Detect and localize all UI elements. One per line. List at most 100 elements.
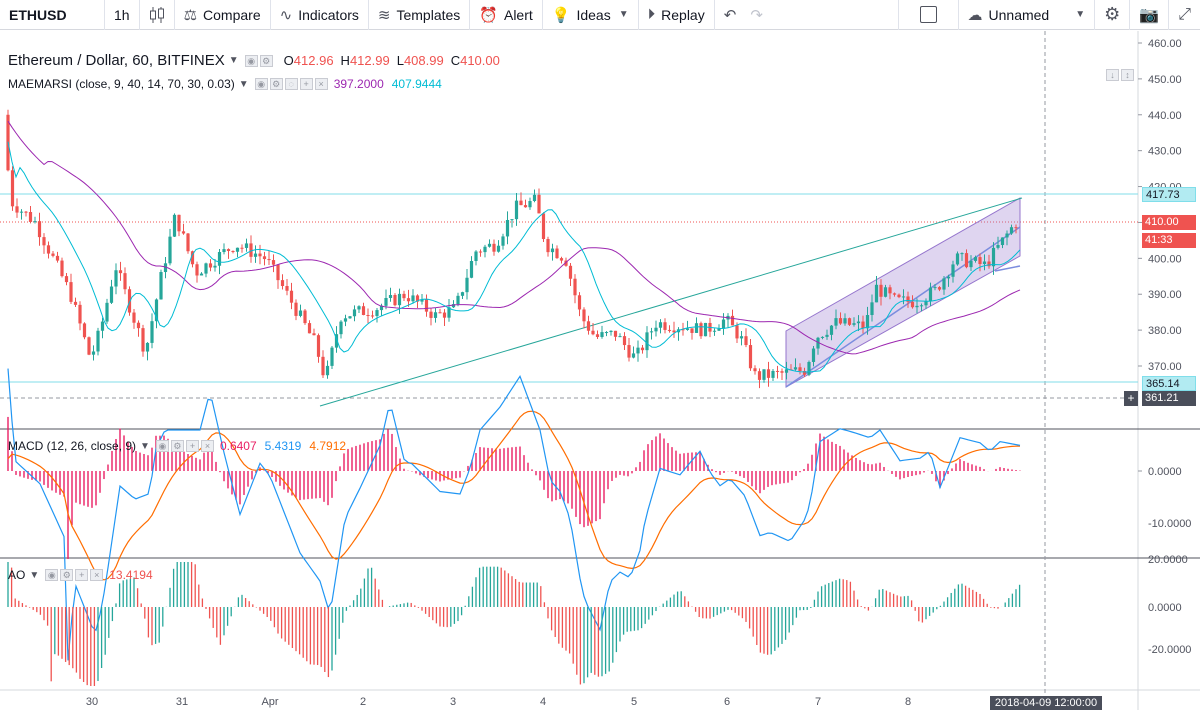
templates-label: Templates xyxy=(396,6,461,23)
maximize-button[interactable]: ⤢ xyxy=(1169,0,1200,30)
undo-button[interactable]: ↶ ↷ xyxy=(715,0,778,30)
candle-body xyxy=(172,214,177,237)
separator xyxy=(367,0,369,30)
eye-icon[interactable]: ◉ xyxy=(254,78,268,90)
candle-body xyxy=(730,315,735,326)
gear-icon[interactable]: ⚙ xyxy=(170,440,184,452)
candle-body xyxy=(456,295,460,305)
chart-type-button[interactable] xyxy=(140,0,174,30)
toolbar-right: ☁ Unnamed ▼ ⚙ 📷 ⤢ xyxy=(897,0,1200,30)
indicators-button[interactable]: ∿ Indicators xyxy=(271,0,368,30)
pane-controls: ↓ ↕ xyxy=(1106,69,1134,81)
candle-body xyxy=(240,247,244,249)
candle-body xyxy=(388,294,393,298)
fullscreen-toggle[interactable] xyxy=(899,0,958,30)
layout-menu[interactable]: ☁ Unnamed ▼ xyxy=(959,0,1095,30)
indicators-label: Indicators xyxy=(298,6,359,23)
layout-name: Unnamed xyxy=(988,6,1050,23)
arrow-up-icon[interactable]: ↕ xyxy=(1121,69,1134,81)
candle-body xyxy=(438,312,442,314)
candle-body xyxy=(600,332,604,337)
candle-body xyxy=(717,328,721,331)
candle-body xyxy=(969,260,973,268)
candle-body xyxy=(771,370,775,378)
candle-body xyxy=(667,329,672,331)
series-controls: ◉ ⚙ xyxy=(244,54,273,67)
close-icon[interactable]: × xyxy=(314,78,328,90)
compare-button[interactable]: ⚖ Compare xyxy=(175,0,270,30)
chevron-down-icon[interactable]: ▼ xyxy=(228,55,239,66)
eye-icon[interactable]: ◉ xyxy=(45,569,59,581)
gear-icon[interactable]: ⚙ xyxy=(259,54,273,67)
replay-button[interactable]: ⏵ Replay xyxy=(639,0,714,30)
candle-body xyxy=(649,331,654,333)
eye-icon[interactable]: ◉ xyxy=(244,54,258,67)
close-icon[interactable]: × xyxy=(200,440,214,452)
candle-body xyxy=(150,321,154,343)
candle-body xyxy=(780,371,784,373)
candle-body xyxy=(334,334,339,348)
close-icon[interactable]: × xyxy=(90,569,104,581)
time-tick-label: 30 xyxy=(86,696,98,708)
chevron-down-icon[interactable]: ▼ xyxy=(140,440,150,452)
chart-canvas[interactable]: 460.00450.00440.00430.00420.00410.00400.… xyxy=(0,31,1200,710)
candle-body xyxy=(33,221,37,223)
redo-icon[interactable]: ↷ xyxy=(750,6,763,24)
candle-body xyxy=(190,251,195,265)
candle-body xyxy=(483,246,487,253)
candle-body xyxy=(784,369,789,373)
macd-value: 5.4319 xyxy=(264,439,302,453)
time-label-cursor: 2018-04-09 12:00:00 xyxy=(990,696,1102,710)
add-icon[interactable]: + xyxy=(185,440,199,452)
candle-body xyxy=(987,261,991,267)
interval-button[interactable]: 1h xyxy=(105,0,139,30)
ideas-button[interactable]: 💡 Ideas ▼ xyxy=(543,0,638,30)
chevron-down-icon[interactable]: ▼ xyxy=(29,569,40,581)
candle-body xyxy=(195,264,199,276)
candle-body xyxy=(856,321,861,324)
gear-icon: ⚙ xyxy=(1104,4,1121,24)
candle-body xyxy=(739,336,744,339)
eye-icon[interactable]: ◉ xyxy=(155,440,169,452)
candle-body xyxy=(343,318,348,322)
candle-body xyxy=(928,287,933,302)
arrow-down-icon[interactable]: ↓ xyxy=(1106,69,1119,81)
candle-body xyxy=(924,301,928,306)
candle-body xyxy=(123,273,127,290)
source-icon[interactable]: ◌ xyxy=(284,78,298,90)
ma-fast-line xyxy=(7,141,1021,373)
candle-body xyxy=(316,335,321,357)
templates-button[interactable]: ≋ Templates xyxy=(369,0,469,30)
price-label-lower-line: 365.14 xyxy=(1142,376,1196,391)
chart-container[interactable]: 460.00450.00440.00430.00420.00410.00400.… xyxy=(0,31,1200,710)
candle-body xyxy=(280,280,285,287)
add-alert-icon[interactable]: + xyxy=(1124,391,1138,406)
add-icon[interactable]: + xyxy=(299,78,313,90)
candle-body xyxy=(762,369,766,380)
candle-body xyxy=(528,201,532,208)
candle-body xyxy=(501,236,505,246)
time-tick-label: 6 xyxy=(724,696,730,708)
candle-body xyxy=(402,293,406,299)
alert-button[interactable]: ⏰ Alert xyxy=(470,0,541,30)
candle-body xyxy=(298,310,303,316)
gear-icon[interactable]: ⚙ xyxy=(269,78,283,90)
open-key: O xyxy=(283,53,294,68)
macd-controls: ◉ ⚙ + × xyxy=(155,440,214,452)
add-icon[interactable]: + xyxy=(75,569,89,581)
candle-body xyxy=(231,251,235,253)
chevron-down-icon[interactable]: ▼ xyxy=(238,78,249,90)
separator xyxy=(469,0,471,30)
candle-body xyxy=(352,309,357,317)
settings-button[interactable]: ⚙ xyxy=(1095,0,1129,30)
symbol-search[interactable]: ETHUSD xyxy=(0,0,104,30)
candle-body xyxy=(568,265,573,279)
candle-body xyxy=(757,371,762,380)
candle-body xyxy=(793,367,798,370)
gear-icon[interactable]: ⚙ xyxy=(60,569,74,581)
candles-icon xyxy=(149,6,164,23)
camera-button[interactable]: 📷 xyxy=(1130,0,1168,30)
ao-series xyxy=(7,562,1021,686)
candle-body xyxy=(798,367,802,372)
candle-body xyxy=(964,253,969,268)
